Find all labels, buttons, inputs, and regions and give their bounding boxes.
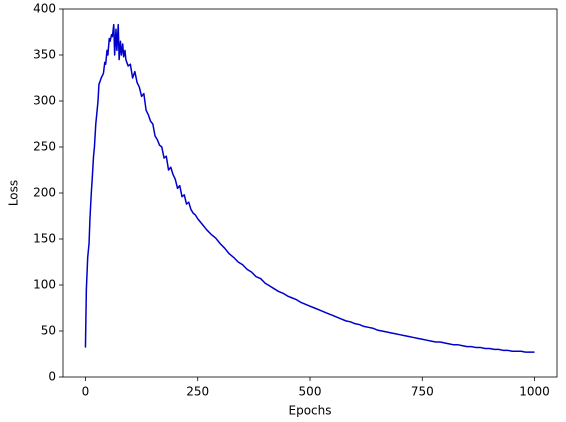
axes-frame (62, 8, 558, 378)
y-tick-label: 400 (33, 2, 56, 16)
x-axis-label: Epochs (289, 404, 332, 418)
y-tick-label: 50 (41, 324, 56, 338)
y-tick-label: 300 (33, 94, 56, 108)
y-tick-label: 250 (33, 140, 56, 154)
x-tick-label: 250 (186, 385, 209, 399)
x-tick-label: 500 (299, 385, 322, 399)
x-tick-label: 1000 (519, 385, 550, 399)
y-tick-label: 100 (33, 278, 56, 292)
y-tick-label: 150 (33, 232, 56, 246)
y-axis-label: Loss (7, 180, 21, 206)
line-series (84, 23, 535, 353)
y-tick-label: 200 (33, 186, 56, 200)
y-tick-label: 350 (33, 48, 56, 62)
y-tick-label: 0 (48, 370, 56, 384)
x-tick-label: 0 (82, 385, 90, 399)
x-tick-label: 750 (411, 385, 434, 399)
